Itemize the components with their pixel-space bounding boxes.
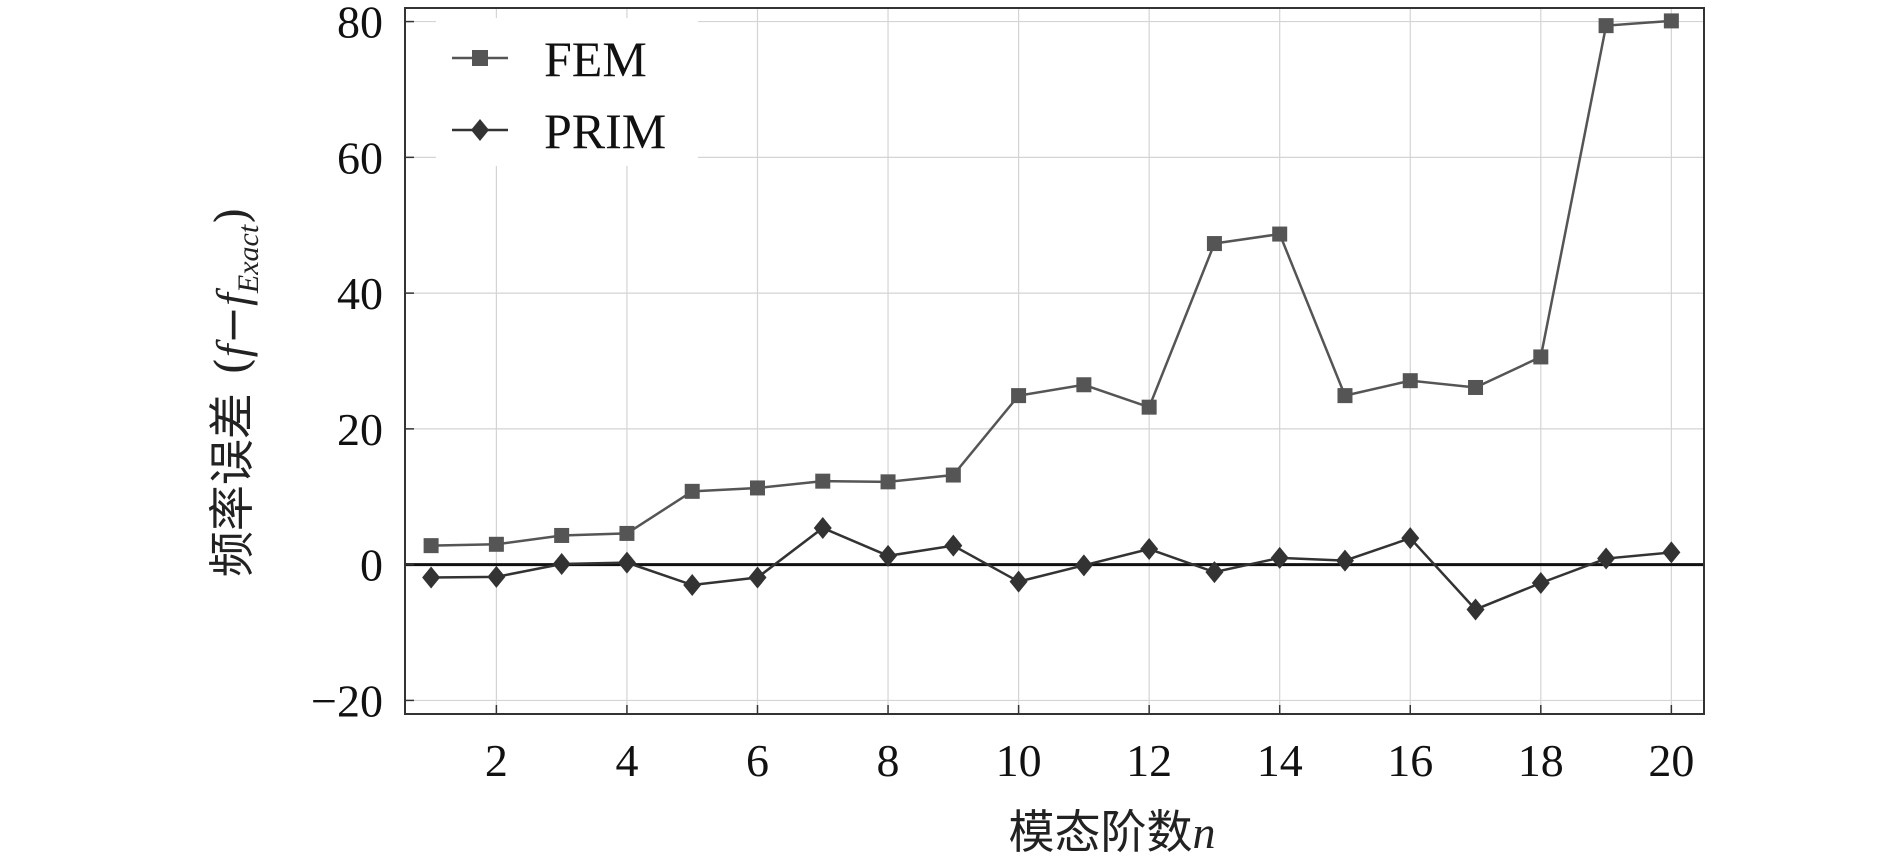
fem-point [1402, 373, 1418, 389]
y-tick-label: 40 [337, 268, 383, 319]
fem-point [945, 467, 961, 483]
y-axis-title: 频率误差(f−fExact) [205, 207, 265, 577]
legend-fem-marker [472, 50, 488, 66]
axis-ticks: 2 4 6 8 10 12 14 16 18 20 −20 0 20 40 60 80 [311, 0, 1694, 786]
fem-point [1337, 388, 1353, 404]
x-tick-label: 6 [746, 735, 769, 786]
fem-point [1663, 13, 1679, 29]
y-tick-label: 80 [337, 0, 383, 48]
x-tick-label: 10 [996, 735, 1042, 786]
y-axis-title-sub: Exact [232, 224, 265, 294]
prim-point [1140, 538, 1159, 561]
fem-point [815, 473, 831, 489]
prim-point [422, 566, 441, 589]
fem-point [1206, 236, 1222, 252]
prim-point [813, 516, 832, 539]
prim-point [1531, 571, 1550, 594]
fem-point [1141, 399, 1157, 415]
legend: FEM PRIM [436, 18, 698, 166]
fem-point [619, 525, 635, 541]
fem-point [1533, 349, 1549, 365]
prim-point [683, 574, 702, 597]
y-axis-title-text: 频率误差 [205, 393, 259, 577]
x-axis-title: 模态阶数n [1009, 805, 1216, 857]
prim-point [1009, 570, 1028, 593]
prim-point [552, 552, 571, 575]
fem-point [749, 480, 765, 496]
series-layer [422, 13, 1681, 621]
y-axis-title-minus: − [205, 306, 259, 345]
y-tick-label: 0 [360, 540, 383, 591]
x-tick-label: 8 [877, 735, 900, 786]
y-tick-label: 20 [337, 404, 383, 455]
prim-point [1205, 561, 1224, 584]
plot-frame [404, 7, 1705, 715]
prim-point [1401, 527, 1420, 550]
x-axis-title-text: 模态阶数 [1009, 805, 1193, 857]
prim-point [1597, 547, 1616, 570]
legend-fem-label: FEM [544, 31, 647, 87]
fem-point [1272, 226, 1288, 242]
fem-point [1011, 388, 1027, 404]
grid-lines [405, 8, 1704, 714]
fem-point [554, 527, 570, 543]
legend-background [436, 18, 698, 166]
y-axis-title-open: ( [205, 357, 259, 375]
x-tick-label: 14 [1257, 735, 1303, 786]
prim-point [1074, 554, 1093, 577]
legend-prim-label: PRIM [544, 103, 666, 159]
fem-point [684, 483, 700, 499]
fem-series-line [431, 19, 1672, 547]
x-tick-label: 18 [1518, 735, 1564, 786]
prim-point [1662, 541, 1681, 564]
fem-point [1598, 18, 1614, 34]
x-tick-label: 16 [1387, 735, 1433, 786]
y-axis-title-close: ) [205, 207, 259, 225]
fem-point [423, 538, 439, 554]
x-axis-title-var: n [1193, 807, 1216, 857]
prim-series-line [431, 526, 1672, 611]
prim-point [1466, 598, 1485, 621]
x-tick-label: 4 [615, 735, 638, 786]
y-tick-label: 60 [337, 132, 383, 183]
prim-point [944, 534, 963, 557]
prim-point [1335, 549, 1354, 572]
x-tick-label: 12 [1126, 735, 1172, 786]
fem-point [880, 474, 896, 490]
prim-point [1270, 546, 1289, 569]
legend-prim-marker [471, 119, 489, 141]
prim-point [748, 566, 767, 589]
prim-point [879, 544, 898, 567]
prim-point [617, 551, 636, 574]
prim-point [487, 565, 506, 588]
fem-point [1076, 377, 1092, 393]
fem-point [1468, 379, 1484, 395]
x-tick-label: 20 [1648, 735, 1694, 786]
y-tick-label: −20 [311, 675, 383, 726]
x-tick-label: 2 [485, 735, 508, 786]
fem-point [488, 536, 504, 552]
